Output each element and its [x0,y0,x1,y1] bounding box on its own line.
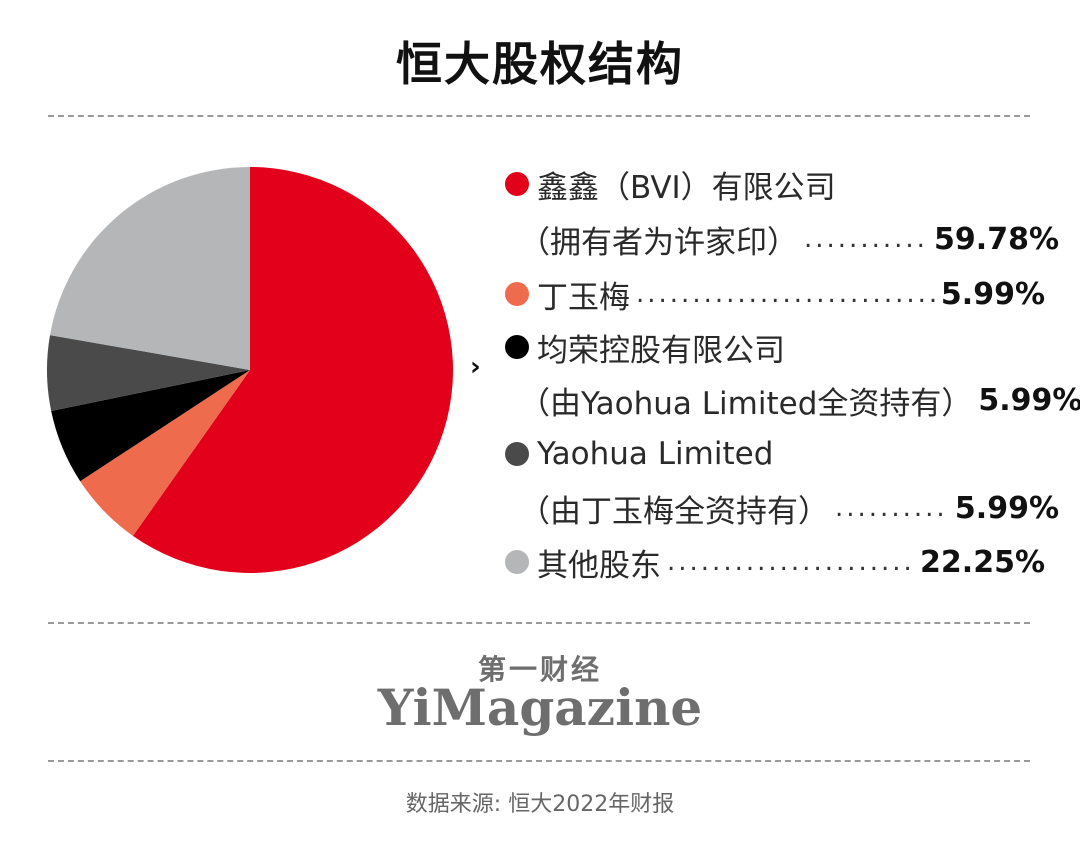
legend-sublabel: （由丁玉梅全资持有） [519,493,829,530]
legend-sublabel: （由Yaohua Limited全资持有） [519,385,973,422]
legend-item-2-detail: （由Yaohua Limited全资持有） 5.99% [505,374,1080,426]
dot-leader [636,279,935,309]
legend-item-2: 均荣控股有限公司 [505,321,1045,373]
data-source: 数据来源: 恒大2022年财报 [405,792,675,817]
logo-english: YiMagazine [377,678,703,737]
pie-chart [46,167,454,573]
legend-value: 5.99% [978,382,1080,418]
pie-slice-4 [50,167,250,370]
legend-label: Yaohua Limited [537,436,774,472]
pie-slice-2 [51,370,250,482]
legend-item-3-detail: （由丁玉梅全资持有） 5.99% [505,482,1059,534]
logo-chinese: 第一财经 [477,653,602,686]
legend-item-4: 其他股东 22.25% [505,536,1045,588]
legend-label: 均荣控股有限公司 [537,332,785,369]
dot-leader [804,224,928,254]
legend-label: 丁玉梅 [537,279,630,316]
legend-item-0: 鑫鑫（BVI）有限公司 [505,158,1045,210]
legend-value: 59.78% [934,221,1059,257]
dot-leader [667,547,914,577]
legend-label: 鑫鑫（BVI）有限公司 [537,169,836,206]
legend-sublabel: （拥有者为许家印） [519,224,798,261]
pie-slice-3 [46,335,251,412]
legend-item-3: Yaohua Limited [505,428,1045,480]
legend-value: 5.99% [954,490,1059,526]
legend-swatch [505,335,529,359]
chart-title: 恒大股权结构 [396,37,684,91]
legend-swatch [505,442,529,466]
legend-item-0-detail: （拥有者为许家印） 59.78% [505,213,1059,265]
legend-swatch [505,550,529,574]
dot-leader [835,493,949,523]
legend-item-1: 丁玉梅 5.99% [505,268,1045,320]
legend-swatch [505,282,529,306]
top-divider [48,115,1030,117]
legend-value: 5.99% [940,276,1045,312]
chevron-right-icon: › [470,352,481,382]
middle-divider [48,622,1030,624]
bottom-divider [48,760,1030,762]
legend-value: 22.25% [920,544,1045,580]
legend-swatch [505,172,529,196]
pie-slice-0 [132,167,454,573]
legend-label: 其他股东 [537,547,661,584]
pie-slice-1 [80,370,250,536]
